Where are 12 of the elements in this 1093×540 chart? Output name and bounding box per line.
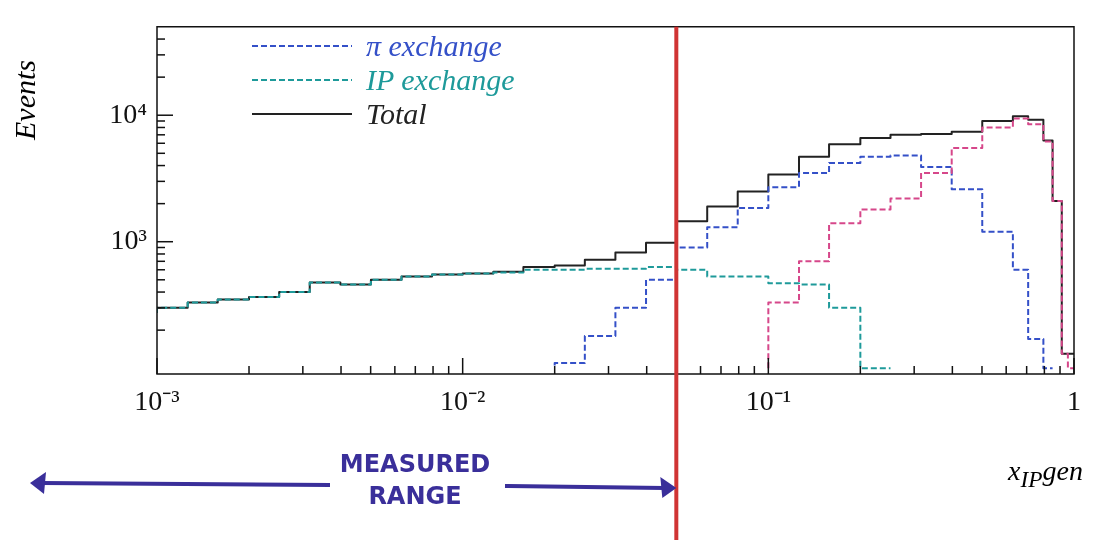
legend-label: Total bbox=[366, 96, 427, 131]
y-axis-title: Events bbox=[8, 60, 42, 140]
y-tick-label: 10⁴ bbox=[109, 97, 147, 129]
x-tick-label: 10⁻¹ bbox=[745, 385, 792, 417]
legend-label: π exchange bbox=[366, 28, 502, 63]
text: MEASURED RANGE bbox=[338, 449, 492, 512]
x-tick-label: 10⁻³ bbox=[134, 385, 180, 417]
x-tick-label: 10⁻² bbox=[439, 385, 486, 417]
x-axis-title: x$_{IP}$gen bbox=[1008, 455, 1083, 493]
legend-label: IP exchange bbox=[366, 62, 515, 97]
y-tick-label: 10³ bbox=[110, 224, 147, 256]
x-tick-label: 1 bbox=[1067, 385, 1081, 417]
